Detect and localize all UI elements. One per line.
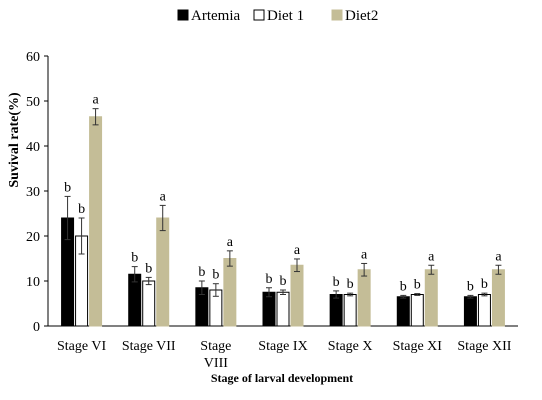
bar: [223, 258, 237, 327]
x-axis: Stage VI Stage VII Stage VIII Stage IX Stage …: [48, 325, 518, 371]
error-bar: [212, 283, 219, 297]
error-bar: [467, 294, 474, 299]
significance-letter: a: [227, 235, 234, 250]
significance-letter: b: [333, 275, 340, 290]
legend: Artemia Diet 1 Diet2: [177, 8, 378, 24]
series-diet2: a a a a a a a: [89, 93, 505, 327]
x-tick-label: Stage XI: [393, 339, 443, 354]
error-bar: [361, 262, 368, 277]
bar: [343, 294, 357, 327]
significance-letter: b: [400, 279, 407, 294]
y-tick-label: 40: [26, 140, 40, 155]
y-axis-label: Suvival rate(%): [7, 92, 22, 188]
y-tick-label: 30: [26, 185, 40, 200]
error-bar: [414, 293, 421, 296]
bar: [463, 296, 477, 327]
significance-letter: a: [495, 249, 502, 264]
x-axis-label: Stage of larval development: [211, 371, 353, 385]
significance-letter: a: [361, 247, 368, 262]
x-tick-label: Stage XII: [457, 339, 511, 354]
y-tick-label: 50: [26, 95, 40, 110]
significance-letter: b: [414, 278, 421, 293]
bar: [89, 116, 103, 327]
y-tick-label: 20: [26, 230, 40, 245]
legend-label: Diet2: [345, 8, 378, 24]
series-artemia: bbb b b b b: [61, 180, 477, 327]
error-bar: [428, 264, 435, 275]
significance-letter: b: [64, 180, 71, 195]
significance-letter: b: [347, 277, 354, 292]
bar: [424, 269, 438, 327]
error-bar: [145, 276, 152, 286]
y-axis: 0 10 20 30 40 50 60: [26, 50, 49, 335]
significance-letter: b: [145, 261, 152, 276]
significance-letter: a: [294, 243, 301, 258]
error-bar: [78, 217, 85, 255]
error-bar: [495, 264, 502, 275]
significance-letter: b: [266, 272, 273, 287]
bar: [329, 294, 343, 327]
legend-label: Artemia: [191, 8, 240, 24]
legend-swatch: [331, 9, 343, 21]
significance-letter: a: [428, 249, 435, 264]
legend-swatch: [253, 9, 265, 21]
series-diet-1: bb b b b b b: [75, 202, 491, 327]
x-tick-label: Stage: [200, 339, 231, 354]
bar: [396, 296, 410, 327]
error-bar: [266, 287, 272, 298]
error-bar: [198, 280, 205, 295]
legend-item: Diet2: [331, 8, 378, 24]
x-tick-label: Stage X: [328, 339, 373, 354]
legend-item: Artemia: [177, 8, 240, 24]
significance-letter: a: [92, 93, 99, 108]
legend-label: Diet 1: [267, 8, 304, 24]
error-bar: [131, 266, 138, 283]
bar: [262, 291, 276, 327]
x-tick-label: Stage VII: [122, 339, 176, 354]
significance-letter: b: [131, 251, 138, 266]
error-bar: [400, 294, 407, 299]
error-bar: [159, 204, 166, 232]
bar: [491, 269, 505, 327]
significance-letter: b: [198, 265, 205, 280]
error-bar: [481, 292, 488, 297]
bar: [290, 264, 304, 327]
bar: [276, 291, 290, 327]
error-bar: [280, 289, 286, 295]
bar: [477, 294, 491, 327]
significance-letter: b: [212, 268, 219, 283]
x-tick-label: Stage IX: [258, 339, 307, 354]
bar: [142, 280, 156, 327]
y-tick-label: 0: [33, 320, 40, 335]
y-tick-label: 60: [26, 50, 40, 65]
bar: [156, 217, 170, 327]
significance-letter: a: [160, 189, 167, 204]
legend-swatch: [177, 9, 189, 21]
bar: [357, 269, 371, 327]
significance-letter: b: [467, 279, 474, 294]
x-tick-label: Stage VI: [57, 339, 106, 354]
significance-letter: b: [78, 202, 85, 217]
error-bar: [226, 250, 233, 267]
error-bar: [64, 195, 71, 241]
error-bar: [333, 290, 340, 299]
x-tick-label: VIII: [204, 356, 228, 371]
error-bar: [294, 258, 300, 273]
error-bar: [347, 292, 354, 297]
significance-letter: b: [481, 277, 488, 292]
error-bar: [92, 108, 99, 126]
bar: [410, 294, 424, 327]
legend-item: Diet 1: [253, 8, 304, 24]
y-tick-label: 10: [26, 275, 40, 290]
significance-letter: b: [280, 274, 287, 289]
